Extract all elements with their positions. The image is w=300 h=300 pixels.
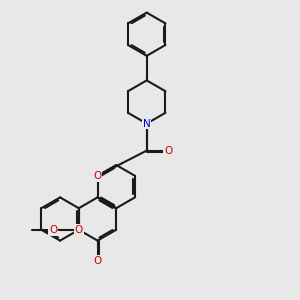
Text: N: N — [143, 118, 151, 129]
Text: O: O — [75, 225, 83, 235]
Text: O: O — [93, 171, 102, 181]
Text: N: N — [143, 118, 151, 129]
Text: O: O — [49, 225, 57, 235]
Text: O: O — [164, 146, 172, 156]
Text: O: O — [93, 256, 102, 266]
